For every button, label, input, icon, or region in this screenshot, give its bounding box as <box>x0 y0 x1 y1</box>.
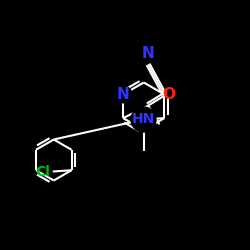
Text: O: O <box>162 88 175 102</box>
Text: N: N <box>117 87 130 102</box>
Text: N: N <box>142 46 154 60</box>
Text: Cl: Cl <box>36 164 50 178</box>
Text: HN: HN <box>132 112 155 126</box>
